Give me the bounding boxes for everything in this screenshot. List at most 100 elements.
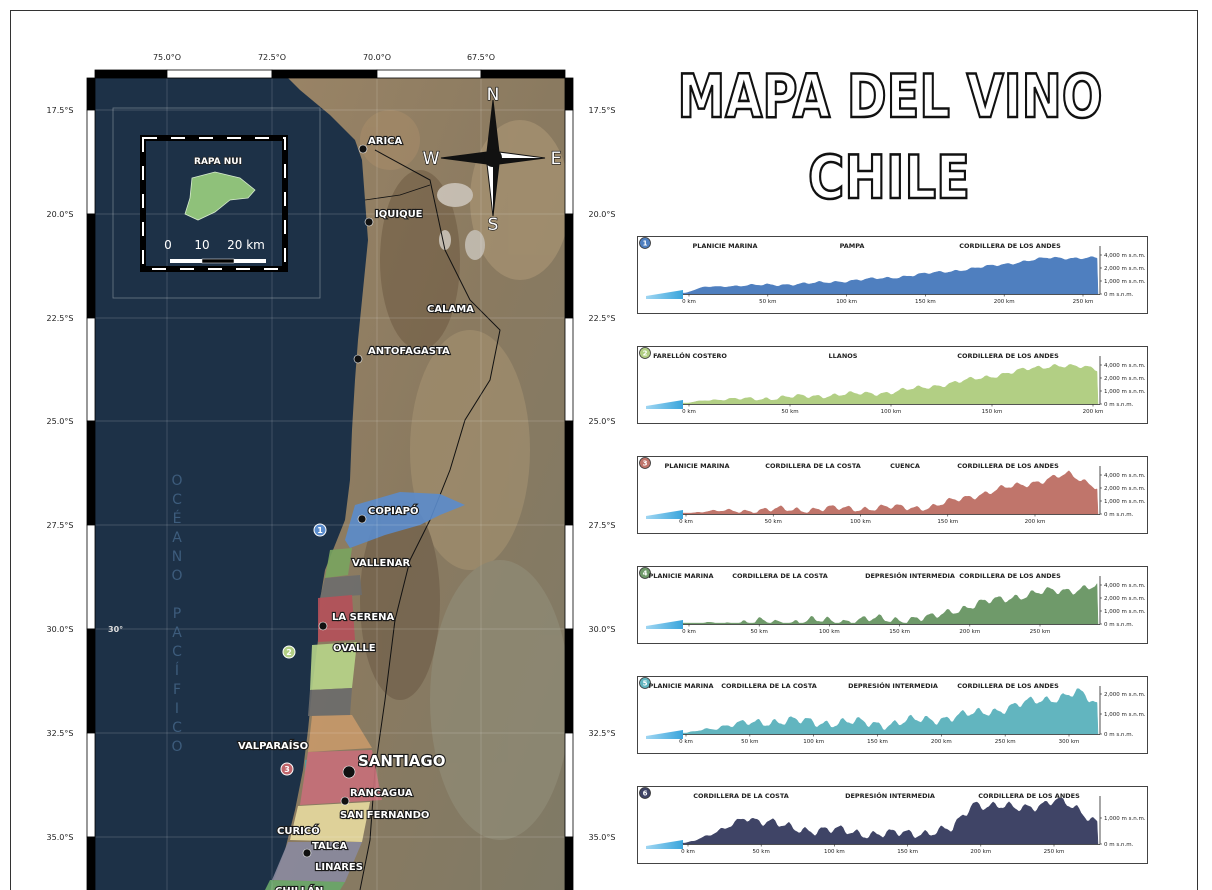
zone-label: DEPRESIÓN INTERMEDIA [845,791,935,800]
city-dot [357,514,367,524]
wine-region [272,842,362,882]
city-label: LA SERENA [332,612,395,623]
y-tick-label: 0 m s.n.m. [1104,622,1134,628]
city-label: CALAMA [427,304,474,315]
zone-label: CORDILLERA DE LOS ANDES [957,352,1059,360]
compass-letter: N [487,85,500,105]
y-tick-label: 2,000 m s.n.m. [1104,596,1146,602]
y-tick-label: 4,000 m s.n.m. [1104,363,1146,369]
x-tick-label: 0 km [679,519,693,525]
wine-region [310,642,357,690]
x-tick-label: 250 km [995,739,1016,745]
frame-segment [564,77,574,111]
title-line: CHILE [808,143,970,213]
frame-segment [86,420,96,526]
frame-segment [564,109,574,215]
map [95,78,565,890]
lon-label: 67.5°O [467,53,495,62]
profile-number-badge [639,237,651,249]
wine-region [300,750,382,805]
frame-segment [86,732,96,838]
x-tick-label: 250 km [1030,629,1051,635]
lat-label: 17.5°S [589,106,616,115]
zone-label: PLANICIE MARINA [648,682,713,690]
inset-map: RAPA NUI 0 10 20 km [112,107,321,299]
city-label: IQUIQUE [375,209,423,220]
y-tick-label: 0 m s.n.m. [1104,402,1134,408]
wine-region [290,802,370,842]
x-tick-label: 100 km [824,849,845,855]
lon-label: 70.0°O [363,53,391,62]
y-tick-label: 1,000 m s.n.m. [1104,279,1146,285]
city-dot [318,621,328,631]
lat-label: 27.5°S [589,521,616,530]
region-marker-label: 2 [286,648,292,657]
region-marker [282,645,296,659]
x-tick-label: 100 km [836,299,857,305]
x-tick-label: 150 km [915,299,936,305]
profile-number-badge [639,677,651,689]
map-labels: 30° O C É A N O P A C Í F I C O ARICA IQUIQUE CALAMA ANTO… [108,135,475,890]
x-tick-label: 200 km [970,849,991,855]
zone-label: FARELLÓN COSTERO [653,351,727,360]
elevation-profile [682,797,1099,845]
frame-segment [271,69,378,79]
elevation-profile [682,364,1099,405]
lon-label: 72.5°O [258,53,286,62]
x-tick-label: 150 km [982,409,1003,415]
x-tick-label: 200 km [931,739,952,745]
zone-label: CORDILLERA DE LOS ANDES [978,792,1080,800]
frame-segment [86,77,96,111]
compass-center [484,149,502,167]
zone-label: DEPRESIÓN INTERMEDIA [848,681,938,690]
zone-label: CORDILLERA DE LOS ANDES [957,462,1059,470]
x-tick-label: 150 km [937,519,958,525]
x-tick-label: 100 km [819,629,840,635]
lat-label: 30.0°S [589,625,616,634]
city-dot [302,848,312,858]
y-tick-label: 1,000 m s.n.m. [1104,816,1146,822]
zone-label: CORDILLERA DE LA COSTA [693,792,789,800]
city-label: TALCA [312,841,347,852]
sea-wedge [646,730,683,739]
wine-region [318,595,355,642]
scale-label: 20 km [227,238,265,252]
zone-label: DEPRESIÓN INTERMEDIA [865,571,955,580]
x-tick-label: 150 km [897,849,918,855]
lat-label: 20.0°S [47,210,74,219]
compass-letter: W [423,149,440,169]
zone-label: PLANICIE MARINA [648,572,713,580]
frame-segment [86,109,96,215]
city-label: OVALLE [333,643,376,654]
y-tick-label: 1,000 m s.n.m. [1104,712,1146,718]
x-tick-label: 50 km [781,409,798,415]
x-tick-label: 0 km [682,299,696,305]
x-tick-label: 250 km [1044,849,1065,855]
zone-label: PLANICIE MARINA [692,242,757,250]
scale-label: 10 [194,238,209,252]
frame-segment [480,69,566,79]
elevation-profile [682,688,1099,735]
zone-label: CUENCA [890,462,920,470]
y-tick-label: 0 m s.n.m. [1104,292,1134,298]
y-tick-label: 2,000 m s.n.m. [1104,266,1146,272]
profile-number: 1 [643,240,648,248]
elevation-profile [682,256,1099,295]
profile-number-badge [639,567,651,579]
frame-segment [564,836,574,890]
x-tick-label: 50 km [759,299,776,305]
frame-segment [86,213,96,319]
x-tick-label: 200 km [1025,519,1046,525]
frame-segment [94,69,168,79]
x-tick-label: 100 km [850,519,871,525]
wine-region [308,715,372,752]
x-tick-label: 200 km [994,299,1015,305]
city-dot [340,796,350,806]
city-dot [364,217,374,227]
frame-segment [564,213,574,319]
y-tick-label: 0 m s.n.m. [1104,732,1134,738]
lon-label: 75.0°O [153,53,181,62]
graticule-label: 30° [108,625,123,634]
